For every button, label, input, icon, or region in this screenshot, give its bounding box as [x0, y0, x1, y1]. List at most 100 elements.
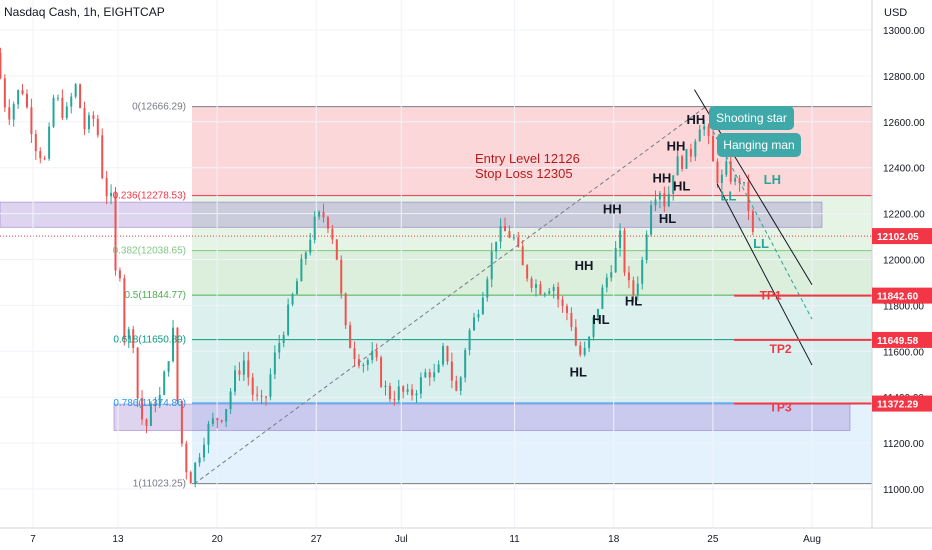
candle-body — [344, 293, 347, 326]
swing-label-ll: LL — [720, 188, 736, 203]
fib-band-4 — [192, 339, 872, 403]
candle-body — [433, 372, 436, 378]
candle-body — [309, 239, 312, 253]
candle-body — [415, 393, 418, 396]
candle-body — [442, 346, 445, 365]
candle-body — [521, 246, 524, 266]
candle-body — [225, 409, 228, 422]
x-tick-label: 11 — [509, 534, 520, 545]
candle-body — [185, 443, 188, 473]
candle-body — [654, 199, 657, 206]
price-tag-box — [872, 228, 932, 245]
lower-demand-zone — [113, 403, 851, 431]
candle-body — [725, 161, 728, 175]
candle-body — [424, 372, 427, 378]
candle-body — [238, 370, 241, 375]
candle-body — [751, 210, 754, 232]
candle-body — [402, 386, 405, 392]
candle-body — [623, 230, 626, 273]
candle-body — [663, 193, 666, 207]
candle-body — [561, 299, 564, 307]
candle-body — [48, 126, 51, 159]
candle-body — [335, 239, 338, 260]
candle-body — [30, 107, 33, 135]
swing-label-hh: HH — [686, 112, 705, 127]
candle-body — [229, 391, 232, 410]
candle-body — [322, 211, 325, 218]
candle-body — [349, 325, 352, 349]
candle-body — [583, 347, 586, 355]
y-tick-label: 12600.00 — [883, 118, 925, 129]
candle-body — [65, 106, 68, 118]
candle-body — [605, 277, 608, 288]
candle-body — [278, 343, 281, 353]
price-tag-box — [872, 395, 932, 412]
candle-body — [220, 420, 223, 422]
candle-body — [154, 403, 157, 406]
swing-label-hh: HH — [603, 202, 622, 217]
candle-body — [8, 107, 11, 120]
candle-body — [720, 174, 723, 183]
candle-body — [61, 97, 64, 118]
x-tick-label: 20 — [212, 534, 224, 545]
candle-body — [96, 118, 99, 136]
candle-body — [3, 78, 6, 108]
candle-body — [242, 360, 245, 375]
candle-body — [632, 280, 635, 296]
candle-body — [362, 364, 365, 366]
candle-body — [481, 297, 484, 315]
x-tick-label: 27 — [311, 534, 323, 545]
channel-mid-line — [712, 130, 813, 320]
candle-body — [393, 399, 396, 401]
candle-body — [747, 181, 750, 211]
tp-label-3: TP3 — [770, 401, 792, 415]
swing-label-lh: LH — [764, 172, 781, 187]
fib-label-0.382: 0.382(12038.65) — [113, 246, 186, 257]
swing-label-hl: HL — [592, 312, 609, 327]
candle-body — [371, 350, 374, 360]
candle-body — [211, 418, 214, 424]
candle-body — [83, 108, 86, 130]
currency-label: USD — [884, 7, 907, 19]
candle-body — [172, 327, 175, 362]
candle-body — [180, 401, 183, 444]
candle-body — [105, 178, 108, 197]
fib-band-3 — [192, 295, 872, 340]
fib-trend-line — [194, 106, 707, 485]
candle-body — [411, 389, 414, 396]
candle-body — [17, 90, 20, 105]
swing-label-hl: HL — [673, 179, 690, 194]
candle-body — [198, 457, 201, 463]
candle-body — [92, 115, 95, 119]
candle-body — [52, 97, 55, 127]
candle-body — [118, 270, 121, 279]
candle-body — [517, 237, 520, 247]
candle-body — [12, 104, 15, 120]
candle-body — [110, 192, 113, 197]
candle-body — [34, 134, 37, 152]
candle-body — [25, 93, 28, 108]
candle-body — [548, 291, 551, 294]
candle-body — [0, 52, 2, 79]
fib-label-0.5: 0.5(11844.77) — [124, 290, 186, 301]
candle-body — [291, 294, 294, 305]
candle-body — [667, 193, 670, 207]
candle-body — [543, 293, 546, 295]
swing-label-hl: HL — [625, 293, 642, 308]
fib-label-0.618: 0.618(11650.89) — [113, 335, 186, 346]
candle-body — [504, 226, 507, 232]
candle-body — [685, 148, 688, 169]
candle-body — [738, 177, 741, 184]
price-tag-box — [872, 287, 932, 304]
callout-box-1 — [709, 106, 794, 130]
candle-body — [136, 347, 139, 399]
candle-body — [264, 396, 267, 398]
candle-body — [397, 386, 400, 401]
candle-body — [304, 252, 307, 259]
candle-body — [486, 279, 489, 298]
y-tick-label: 11200.00 — [883, 439, 924, 450]
candle-body — [588, 336, 591, 348]
fib-band-1 — [192, 195, 872, 251]
